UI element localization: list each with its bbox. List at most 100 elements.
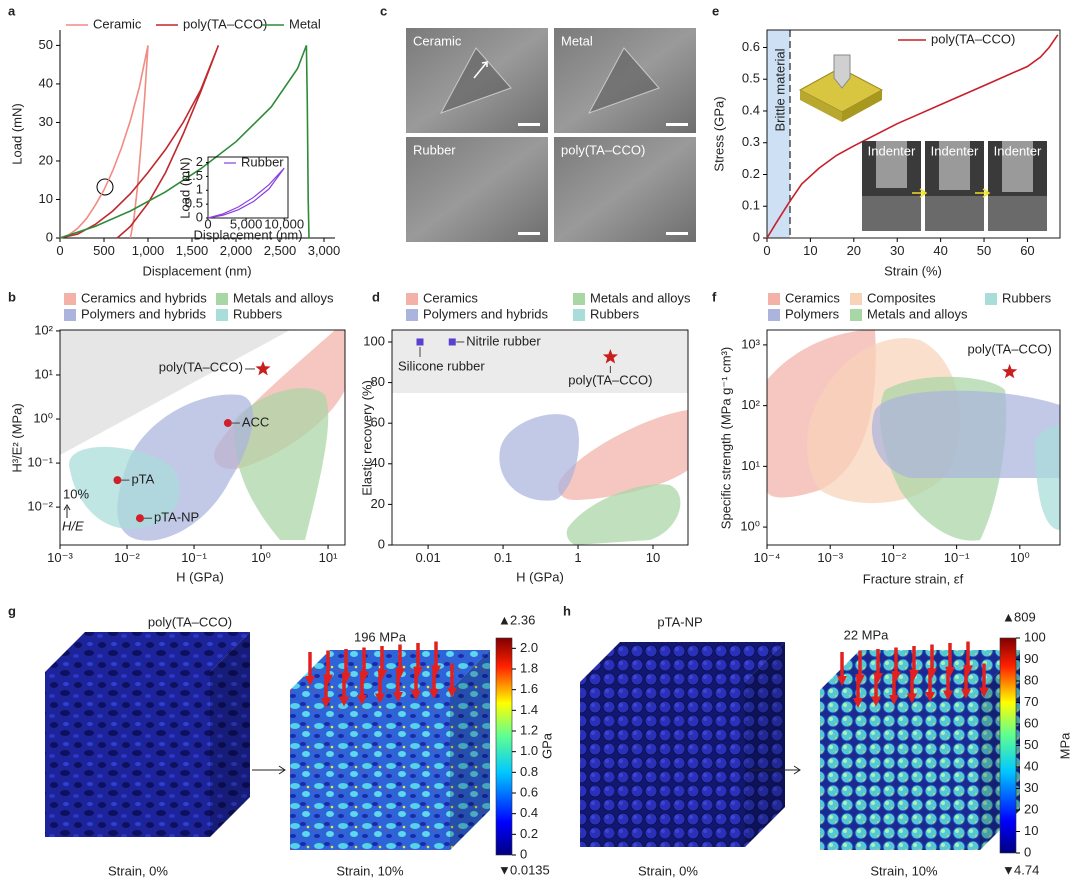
legend-label: Polymers and hybrids <box>423 306 548 321</box>
simulation-cube <box>210 632 250 837</box>
x-tick-label: 10 <box>803 243 817 258</box>
load-arrow <box>961 689 971 699</box>
colorbar-min: 4.74 <box>1014 862 1039 877</box>
simulation-cube <box>290 690 450 850</box>
circle-marker <box>223 419 232 428</box>
arrow <box>63 504 71 518</box>
colorbar-tick-label: 20 <box>1024 801 1038 816</box>
colorbar-tick-label: 2.0 <box>520 640 538 655</box>
x-axis-label: Strain (%) <box>884 263 942 278</box>
y-axis-label: Specific strength (MPa g⁻¹ cm³) <box>718 347 733 529</box>
legend-swatch <box>406 309 418 321</box>
x-tick-label: 10,000 <box>264 217 304 232</box>
legend-label: Ceramics <box>785 290 840 305</box>
y-tick-label: 0 <box>196 209 203 224</box>
image-label: Indenter <box>994 143 1042 158</box>
annotation: Brittle material <box>772 48 787 131</box>
x-tick-label: 10 <box>646 550 660 565</box>
circle-marker <box>135 514 144 523</box>
panel-label: a <box>8 3 16 18</box>
colorbar-tick-label: 80 <box>1024 672 1038 687</box>
colorbar-tick-label: 1.2 <box>520 722 538 737</box>
colorbar-tick-label: 70 <box>1024 694 1038 709</box>
legend-swatch <box>216 293 228 305</box>
colorbar-tick-label: 30 <box>1024 780 1038 795</box>
shaded-area <box>392 330 688 393</box>
legend-swatch <box>768 293 780 305</box>
stress-label: 22 MPa <box>844 627 890 642</box>
legend-swatch <box>64 293 76 305</box>
axes-frame <box>766 329 1061 546</box>
square-marker <box>448 338 456 346</box>
point-label: poly(TA–CCO) <box>159 359 243 374</box>
x-tick-label: 10⁻¹ <box>181 550 207 565</box>
indenter <box>939 141 970 190</box>
colorbar-min: 0.0135 <box>510 862 550 877</box>
panel-label: h <box>563 603 571 618</box>
colorbar-tick-label: 1.8 <box>520 660 538 675</box>
y-tick-label: 10 <box>39 191 53 206</box>
legend-label: Metal <box>289 16 321 31</box>
legend-label: Polymers <box>785 306 840 321</box>
highlight-circle <box>96 178 114 196</box>
legend-label: poly(TA–CCO) <box>931 31 1015 46</box>
shade <box>450 650 490 850</box>
simulation-cube <box>820 690 980 850</box>
colorbar-tick-label: 60 <box>1024 715 1038 730</box>
shaded-area <box>60 330 290 455</box>
y-tick-label: 20 <box>371 496 385 511</box>
y-tick-label: 10¹ <box>741 458 760 473</box>
x-tick-label: 2,500 <box>264 243 297 258</box>
x-tick-label: 3,000 <box>308 243 341 258</box>
simulation-cube <box>45 672 210 837</box>
point-label: pTA-NP <box>154 510 199 525</box>
y-tick-label: 20 <box>39 152 53 167</box>
indenter-icon <box>842 90 882 122</box>
simulation-cube <box>290 650 490 690</box>
axes-frame <box>207 156 289 219</box>
x-tick-label: 0 <box>204 217 211 232</box>
panel-label: e <box>712 3 719 18</box>
micrograph-label: poly(TA–CCO) <box>561 142 645 157</box>
colorbar-tick-label: 40 <box>1024 758 1038 773</box>
data-line <box>59 45 310 239</box>
y-tick-label: 40 <box>371 455 385 470</box>
marker-glyph: ▲ <box>1002 609 1015 624</box>
legend-swatch <box>64 309 76 321</box>
y-tick-label: 10² <box>741 397 760 412</box>
y-tick-label: 10⁰ <box>740 519 760 534</box>
x-tick-label: 10⁻² <box>114 550 140 565</box>
region <box>499 414 579 501</box>
panel-label: f <box>712 289 717 304</box>
load-arrow <box>411 690 421 701</box>
axes-frame <box>391 329 689 546</box>
x-tick-label: 40 <box>933 243 947 258</box>
colorbar-unit: GPa <box>539 732 554 759</box>
y-tick-label: 30 <box>39 114 53 129</box>
y-tick-label: 0 <box>378 536 385 551</box>
load-arrow <box>925 692 935 702</box>
load-arrow <box>339 696 349 707</box>
load-arrow <box>393 692 403 702</box>
colorbar-tick-label: 0.8 <box>520 764 538 779</box>
region <box>566 484 681 545</box>
legend-label: Ceramics <box>423 290 478 305</box>
colorbar-tick-label: 1.6 <box>520 681 538 696</box>
point-label: pTA <box>131 472 154 487</box>
y-tick-label: 10³ <box>741 336 760 351</box>
load-arrow <box>447 687 457 698</box>
y-tick-label: 0.3 <box>742 134 760 149</box>
shaded-area <box>767 30 790 238</box>
legend-label: Metals and alloys <box>867 306 968 321</box>
point-label: poly(TA–CCO) <box>968 341 1052 356</box>
legend-label: Ceramics and hybrids <box>81 290 207 305</box>
x-tick-label: 10⁻² <box>881 550 907 565</box>
load-arrow <box>357 695 367 705</box>
x-tick-label: 1,500 <box>176 243 209 258</box>
x-tick-label: 2,000 <box>220 243 253 258</box>
legend-swatch <box>573 293 585 305</box>
x-tick-label: 0.01 <box>415 550 440 565</box>
star-marker <box>602 349 618 364</box>
image-label: Indenter <box>868 143 916 158</box>
y-tick-label: 0 <box>46 229 53 244</box>
